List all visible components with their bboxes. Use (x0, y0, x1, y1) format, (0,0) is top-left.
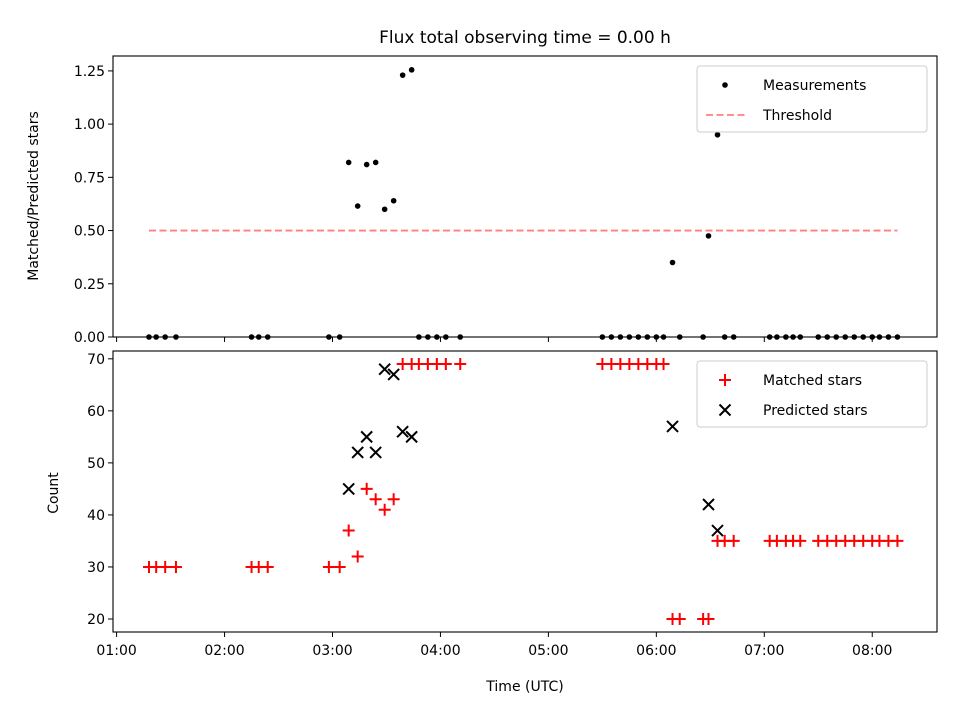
data-point (360, 482, 373, 495)
data-point (354, 203, 361, 209)
data-point (390, 197, 397, 204)
data-point (333, 560, 346, 573)
x-tick-label: 06:00 (636, 643, 676, 659)
data-point (405, 430, 418, 444)
legend-label: Threshold (762, 108, 832, 124)
data-point (363, 161, 370, 168)
data-point (454, 358, 467, 371)
data-point (387, 368, 400, 381)
data-point (345, 159, 352, 166)
y-tick-label: 1.00 (74, 117, 105, 133)
data-point (702, 498, 715, 511)
data-point (351, 446, 364, 459)
legend-box (696, 360, 928, 428)
data-point (714, 131, 721, 138)
x-tick-label: 08:00 (852, 643, 892, 659)
legend-plus-swatch (719, 374, 731, 386)
data-point (369, 446, 382, 459)
series-matched-stars (142, 358, 904, 625)
y-tick-label: 40 (87, 508, 105, 524)
data-point (261, 560, 274, 573)
chart-title: Flux total observing time = 0.00 h (379, 28, 671, 48)
data-point (351, 550, 364, 563)
legend-dot-swatch (722, 82, 728, 88)
data-point (369, 493, 382, 506)
series-predicted-stars (342, 363, 724, 537)
data-point (169, 560, 182, 573)
legend-label: Predicted stars (763, 403, 868, 419)
legend-x-swatch (718, 403, 732, 417)
data-point (360, 430, 373, 444)
y-tick-label: 70 (87, 352, 105, 368)
data-point (399, 72, 406, 78)
x-axis-label: Time (UTC) (485, 679, 563, 695)
y-tick-label: 0.00 (74, 330, 105, 346)
data-point (378, 503, 391, 516)
data-point (657, 358, 670, 371)
data-point (666, 420, 679, 433)
y-tick-label: 1.25 (74, 64, 105, 80)
top-plot: 0.00 0.25 0.50 0.75 1.00 1.25 Measurements Thre… (74, 55, 938, 346)
y-tick-label: 30 (87, 560, 105, 576)
data-point (408, 67, 415, 73)
top-y-axis-label: Matched/Predicted stars (26, 111, 42, 281)
x-tick-label: 01:00 (96, 643, 136, 659)
x-tick-label: 07:00 (744, 643, 784, 659)
data-point (705, 233, 712, 239)
bottom-y-axis-label: Count (46, 472, 62, 514)
plot-frame (112, 350, 938, 633)
x-tick-label: 02:00 (204, 643, 244, 659)
x-tick-label: 04:00 (420, 643, 460, 659)
data-point (378, 363, 391, 376)
x-tick-label: 03:00 (312, 643, 352, 659)
data-point (669, 259, 676, 266)
data-point (387, 493, 400, 506)
y-tick-label: 0.50 (74, 224, 105, 240)
legend: Measurements Threshold (696, 65, 928, 133)
series-measurements (146, 67, 901, 340)
y-tick-label: 0.75 (74, 170, 105, 186)
data-point (381, 206, 388, 213)
y-tick-label: 60 (87, 404, 105, 420)
legend-label: Matched stars (763, 373, 862, 389)
data-point (342, 524, 355, 537)
bottom-plot: 20 30 40 50 60 70 01:00 02:00 03:00 04:00 05:00 06:… (87, 350, 938, 659)
legend: Matched stars Predicted stars (696, 360, 928, 428)
data-point (322, 560, 335, 573)
data-point (711, 524, 724, 537)
data-point (372, 159, 379, 166)
data-point (891, 534, 904, 547)
data-point (342, 482, 355, 496)
data-point (673, 612, 686, 625)
y-tick-label: 50 (87, 456, 105, 472)
y-tick-label: 0.25 (74, 277, 105, 293)
data-point (727, 534, 740, 547)
data-point (794, 534, 807, 547)
data-point (396, 425, 409, 438)
data-point (159, 560, 172, 573)
data-point (439, 358, 452, 371)
y-tick-label: 20 (87, 612, 105, 628)
legend-label: Measurements (763, 78, 866, 94)
data-point (702, 612, 715, 625)
x-tick-label: 05:00 (528, 643, 568, 659)
legend-box (696, 65, 928, 133)
plot-frame (112, 55, 938, 338)
